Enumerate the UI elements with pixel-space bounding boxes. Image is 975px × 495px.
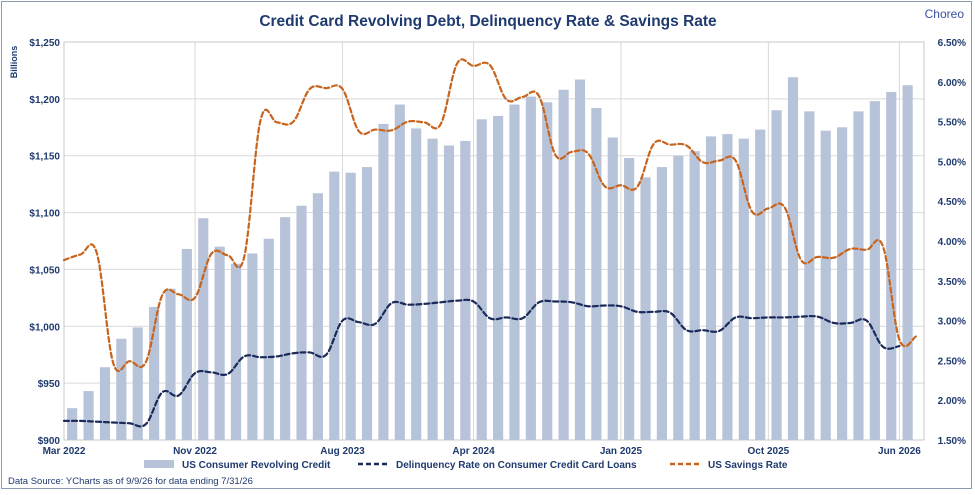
bar	[722, 134, 733, 440]
y2-tick-label: 2.50%	[938, 356, 966, 367]
legend-swatch	[144, 460, 174, 468]
bar	[705, 136, 717, 440]
bar	[673, 155, 684, 440]
bar	[738, 138, 749, 440]
bar	[886, 92, 897, 440]
bar	[165, 288, 176, 440]
savings-line	[62, 58, 917, 372]
bar	[607, 137, 618, 440]
bar	[329, 171, 340, 441]
y2-tick-label: 3.50%	[938, 277, 966, 288]
bar	[345, 172, 356, 440]
bar	[689, 151, 700, 440]
y-axis-right: 1.50% 2.00% 2.50% 3.00% 3.50% 4.00% 4.50% 5.00%…	[938, 38, 966, 447]
y2-tick-label: 4.50%	[938, 197, 966, 208]
y-tick-label: $1,150	[29, 152, 60, 163]
y-tick-label: $950	[38, 379, 61, 390]
x-tick-label: Jan 2025	[600, 446, 643, 457]
bar	[476, 119, 487, 440]
y2-tick-label: 6.00%	[938, 78, 966, 89]
bar	[116, 338, 127, 440]
bar	[230, 263, 242, 440]
bar	[509, 104, 520, 441]
bar	[214, 246, 225, 440]
bar	[99, 367, 111, 440]
bar	[83, 391, 94, 440]
legend-label: US Consumer Revolving Credit	[182, 460, 331, 471]
y2-tick-label: 6.50%	[938, 38, 966, 49]
bar	[296, 205, 307, 440]
legend-label: Delinquency Rate on Consumer Credit Card…	[396, 460, 637, 471]
bar	[411, 128, 422, 440]
bar	[869, 101, 880, 440]
y2-tick-label: 2.00%	[938, 396, 966, 407]
bar	[247, 253, 258, 440]
y-tick-label: $1,050	[29, 265, 60, 276]
bar	[149, 306, 160, 440]
y-tick-label: $900	[38, 436, 61, 447]
y-tick-label: $1,200	[29, 95, 60, 106]
y2-tick-label: 5.00%	[938, 157, 966, 168]
x-tick-label: Aug 2023	[320, 446, 365, 457]
line-series	[62, 58, 917, 428]
bar	[67, 408, 78, 440]
y-tick-label: $1,000	[29, 322, 60, 333]
x-tick-label: Mar 2022	[43, 446, 86, 457]
bar	[443, 145, 455, 441]
bar	[640, 177, 651, 440]
y2-tick-label: 5.50%	[938, 118, 966, 129]
y-axis-label: Billions	[9, 46, 19, 79]
y2-tick-label: 4.00%	[938, 237, 966, 248]
brand-logo: Choreo	[925, 7, 965, 21]
bar	[394, 104, 405, 441]
x-tick-label: Jun 2026	[878, 446, 921, 457]
bar	[493, 115, 504, 441]
bar	[837, 127, 848, 441]
delinquency-line	[62, 298, 901, 428]
legend-label: US Savings Rate	[708, 460, 788, 471]
bar	[132, 327, 143, 440]
bar	[820, 130, 831, 440]
bar	[263, 238, 274, 440]
bar	[853, 111, 864, 440]
bar	[361, 167, 373, 441]
y2-tick-label: 3.00%	[938, 317, 966, 328]
bar	[198, 218, 209, 440]
bar-series	[67, 77, 913, 441]
y2-tick-label: 1.50%	[938, 436, 966, 447]
bar	[312, 193, 323, 440]
bar	[280, 217, 291, 440]
x-tick-label: Nov 2022	[173, 446, 217, 457]
y-tick-label: $1,250	[29, 38, 60, 49]
bar	[378, 123, 389, 441]
bar	[804, 111, 815, 440]
bar	[525, 96, 536, 440]
y-axis-left: $900 $950 $1,000 $1,050 $1,100 $1,150 $1,200 $1…	[29, 38, 60, 447]
bar	[624, 157, 635, 440]
bar	[771, 110, 782, 440]
bar	[787, 77, 799, 440]
bar	[656, 167, 667, 441]
bar	[460, 140, 471, 440]
bar	[902, 85, 913, 440]
bar	[574, 79, 586, 441]
bar	[181, 248, 192, 440]
y-tick-label: $1,100	[29, 209, 60, 220]
x-axis: Mar 2022 Nov 2022 Aug 2023 Apr 2024 Jan 2025…	[43, 446, 922, 457]
bar	[755, 129, 766, 440]
source-note: Data Source: YCharts as of 9/9/26 for da…	[8, 476, 253, 487]
chart-title: Credit Card Revolving Debt, Delinquency …	[259, 13, 717, 30]
x-tick-label: Oct 2025	[748, 446, 790, 457]
bar	[542, 102, 553, 441]
bar	[591, 107, 602, 440]
bar	[558, 89, 569, 440]
x-tick-label: Apr 2024	[452, 446, 495, 457]
legend: US Consumer Revolving Credit Delinquency …	[144, 460, 788, 471]
bar	[427, 138, 438, 440]
